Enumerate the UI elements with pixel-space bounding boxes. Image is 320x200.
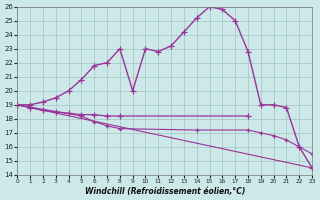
X-axis label: Windchill (Refroidissement éolien,°C): Windchill (Refroidissement éolien,°C) xyxy=(84,187,245,196)
